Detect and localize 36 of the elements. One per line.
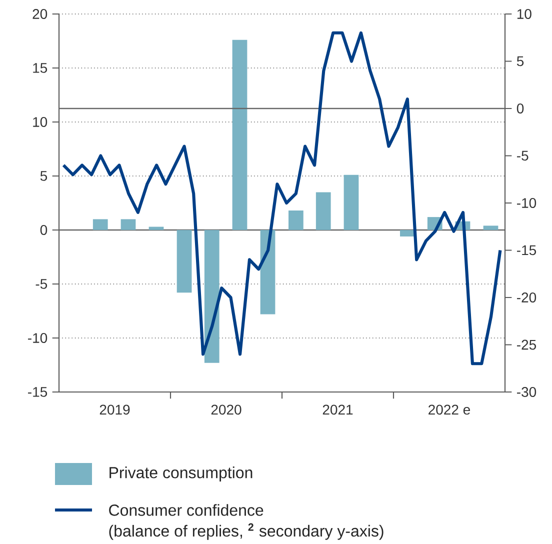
- y2-tick-label: 10: [517, 9, 532, 19]
- y2-tick-label: -20: [517, 292, 536, 302]
- bar: [204, 230, 220, 363]
- legend-label: Private consumption: [110, 466, 252, 482]
- y-tick-label: 5: [40, 171, 48, 181]
- x-tick-label: 2021: [322, 404, 353, 415]
- y-tick-label: -5: [36, 279, 48, 289]
- line-series: [62, 31, 502, 366]
- y2-tick-label: 5: [516, 56, 524, 66]
- y-tick-label: 10: [33, 117, 48, 127]
- y-tick-label: -10: [28, 333, 48, 343]
- bar: [232, 40, 248, 230]
- x-tick-label: 2022 e: [428, 404, 470, 415]
- legend-label: Consumer confidence: [109, 504, 264, 516]
- bar: [344, 174, 359, 230]
- y2-tick-label: -5: [517, 150, 528, 161]
- y2-tick-label: -25: [517, 340, 536, 350]
- y2-tick-label: -10: [517, 198, 536, 208]
- bar: [483, 226, 498, 230]
- bar: [120, 219, 136, 230]
- bar: [400, 230, 415, 236]
- x-tick-label: 2020: [211, 404, 242, 415]
- y2-tick-label: 0: [516, 104, 524, 114]
- bar: [176, 230, 192, 293]
- bar: [288, 210, 304, 230]
- y-tick-label: -15: [28, 387, 48, 397]
- bar: [148, 226, 164, 230]
- bar: [92, 219, 108, 230]
- y-tick-label: 20: [32, 9, 48, 19]
- text: (balance of replies, $^{2}$ secondary y-axis): [109, 523, 384, 540]
- y2-tick-label: -30: [517, 387, 536, 397]
- y2-tick-label: -15: [517, 245, 536, 256]
- x-tick-label: 2019: [100, 404, 130, 415]
- y-tick-label: 0: [40, 225, 48, 235]
- bar: [316, 192, 331, 230]
- y-tick-label: 15: [33, 63, 48, 73]
